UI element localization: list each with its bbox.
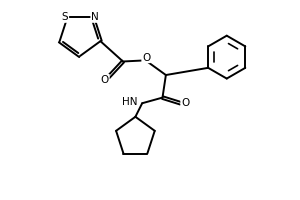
Text: O: O [142, 53, 150, 63]
Text: N: N [91, 12, 99, 22]
Text: O: O [101, 75, 109, 85]
Text: S: S [62, 12, 68, 22]
Text: HN: HN [122, 97, 138, 107]
Text: O: O [181, 98, 189, 108]
